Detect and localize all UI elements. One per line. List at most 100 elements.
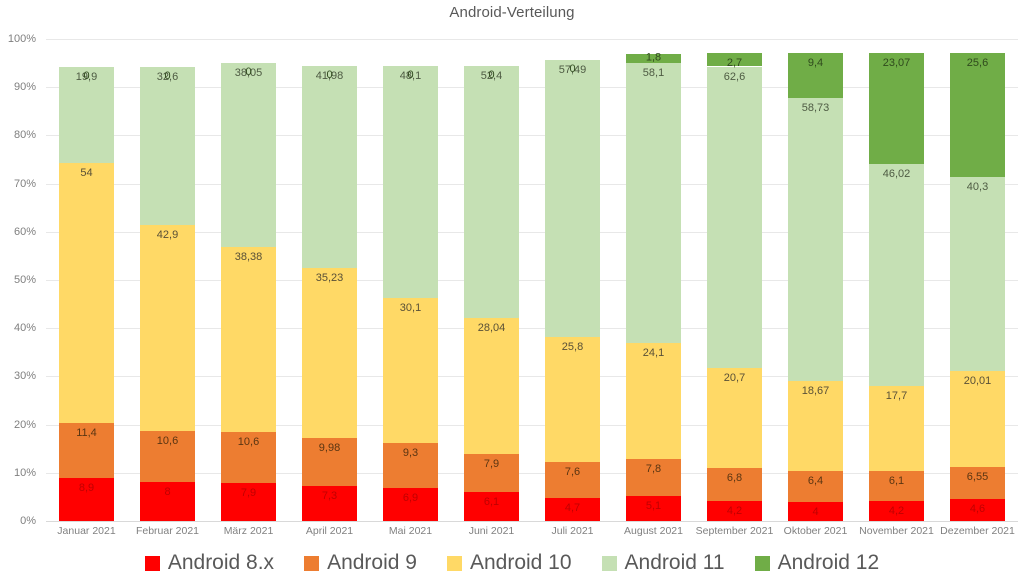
bar-group[interactable]: 5,1 7,8 24,1 58,1 1,8 [626,39,681,521]
bar-segment[interactable]: 10,6 [140,431,195,483]
bar-segment[interactable]: 6,55 [950,467,1005,499]
bar-segment[interactable]: 25,6 [950,53,1005,177]
bar-group[interactable]: 7,9 10,6 38,38 38,05 0 [221,39,276,521]
bar-segment-value-label: 9,4 [807,56,824,69]
bar-segment[interactable]: 30,1 [383,297,438,443]
bar-segment[interactable]: 52,4 [464,65,519,319]
legend-item[interactable]: Android 9 [304,551,417,575]
bar-segment[interactable]: 38,05 [221,63,276,247]
bar-segment[interactable]: 20,7 [707,368,762,468]
bar-segment[interactable]: 58,1 [626,62,681,343]
bar-segment[interactable]: 32,6 [140,67,195,225]
bar-group[interactable]: 4 6,4 18,67 58,73 9,4 [788,39,843,521]
x-axis-tick-label: April 2021 [305,525,354,537]
bar-segment[interactable]: 58,73 [788,97,843,381]
bar-group[interactable]: 7,3 9,98 35,23 41,98 0 [302,39,357,521]
bar-segment[interactable]: 28,04 [464,318,519,454]
bar-segment[interactable]: 11,4 [59,423,114,479]
bar-segment-value-label: 20,7 [723,372,746,385]
bar-segment-value-label: 4,6 [969,502,986,515]
bar-segment[interactable]: 7,9 [464,453,519,492]
bar-segment[interactable]: 7,9 [221,482,276,521]
stacked-bar[interactable]: 8 10,6 42,9 32,6 0 [140,39,195,521]
bar-segment[interactable]: 19,9 [59,66,114,163]
bar-segment[interactable]: 41,98 [302,65,357,268]
bar-segment[interactable]: 23,07 [869,53,924,165]
bar-segment-value-label: 62,6 [723,70,746,83]
bar-segment[interactable]: 54 [59,162,114,424]
stacked-bar[interactable]: 4 6,4 18,67 58,73 9,4 [788,39,843,521]
bar-group[interactable]: 8 10,6 42,9 32,6 0 [140,39,195,521]
bar-segment-value-label: 7,9 [483,457,500,470]
stacked-bar[interactable]: 8,9 11,4 54 19,9 0 [59,39,114,521]
bar-segment[interactable]: 9,3 [383,442,438,488]
y-axis-tick-label: 0% [20,515,36,527]
bar-segment[interactable]: 2,7 [707,53,762,69]
bar-group[interactable]: 4,6 6,55 20,01 40,3 25,6 [950,39,1005,521]
y-axis-tick-label: 100% [7,33,36,45]
y-axis-tick-label: 20% [13,418,36,431]
bar-group[interactable]: 6,9 9,3 30,1 48,1 0 [383,39,438,521]
stacked-bar[interactable]: 4,7 7,6 25,8 57,49 0 [545,39,600,521]
bar-segment[interactable]: 25,8 [545,337,600,462]
legend-item[interactable]: Android 10 [446,551,572,575]
bar-segment[interactable]: 4,7 [545,498,600,521]
bar-segment[interactable]: 17,7 [869,386,924,472]
bar-segment[interactable]: 62,6 [707,66,762,369]
bar-segment[interactable]: 9,4 [788,52,843,98]
bar-segment[interactable]: 38,38 [221,246,276,432]
bar-group[interactable]: 4,2 6,1 17,7 46,02 23,07 [869,39,924,521]
bar-segment[interactable]: 6,8 [707,468,762,501]
bar-segment-value-label: 32,6 [156,71,179,84]
bar-segment[interactable]: 6,1 [869,471,924,501]
bar-segment[interactable]: 9,98 [302,437,357,486]
bar-segment[interactable]: 42,9 [140,224,195,432]
bar-segment[interactable]: 35,23 [302,267,357,438]
x-axis-tick-label: Mai 2021 [388,525,433,537]
bars-layer: 8,9 11,4 54 19,9 0 8 10,6 42,9 32,6 0 7,9 10,6 38,38… [46,39,1018,521]
bar-segment-value-label: 5,1 [645,500,662,513]
bar-segment[interactable]: 4,2 [707,500,762,521]
bar-group[interactable]: 4,7 7,6 25,8 57,49 0 [545,39,600,521]
bar-segment-value-label: 4,2 [726,504,743,517]
legend-item[interactable]: Android 11 [601,551,725,575]
chart-title: Android-Verteilung [449,4,575,21]
y-axis-tick-label: 60% [13,225,36,238]
bar-segment[interactable]: 4,2 [869,500,924,521]
bar-segment[interactable]: 4,6 [950,498,1005,521]
bar-segment[interactable]: 48,1 [383,66,438,298]
bar-segment[interactable]: 5,1 [626,496,681,521]
stacked-bar[interactable]: 4,6 6,55 20,01 40,3 25,6 [950,39,1005,521]
x-axis-tick-label: Januar 2021 [57,525,116,537]
stacked-bar[interactable]: 4,2 6,8 20,7 62,6 2,7 [707,39,762,521]
stacked-bar[interactable]: 4,2 6,1 17,7 46,02 23,07 [869,39,924,521]
bar-segment[interactable]: 46,02 [869,164,924,387]
bar-segment-value-label: 38,05 [234,67,263,80]
bar-segment[interactable]: 24,1 [626,342,681,459]
bar-segment[interactable]: 57,49 [545,60,600,338]
bar-segment[interactable]: 40,3 [950,176,1005,371]
bar-segment[interactable]: 1,8 [626,52,681,63]
legend-item[interactable]: Android 12 [754,551,879,575]
bar-segment[interactable]: 7,8 [626,458,681,497]
bar-segment[interactable]: 8 [140,482,195,521]
bar-segment[interactable]: 18,67 [788,380,843,471]
bar-segment[interactable]: 4 [788,501,843,521]
bar-group[interactable]: 4,2 6,8 20,7 62,6 2,7 [707,39,762,521]
stacked-bar[interactable]: 5,1 7,8 24,1 58,1 1,8 [626,39,681,521]
bar-segment[interactable]: 7,3 [302,485,357,521]
stacked-bar[interactable]: 7,3 9,98 35,23 41,98 0 [302,39,357,521]
bar-segment[interactable]: 6,4 [788,470,843,502]
bar-segment[interactable]: 6,1 [464,491,519,521]
bar-group[interactable]: 8,9 11,4 54 19,9 0 [59,39,114,521]
stacked-bar[interactable]: 7,9 10,6 38,38 38,05 0 [221,39,276,521]
stacked-bar[interactable]: 6,1 7,9 28,04 52,4 0 [464,39,519,521]
bar-group[interactable]: 6,1 7,9 28,04 52,4 0 [464,39,519,521]
bar-segment[interactable]: 20,01 [950,370,1005,468]
bar-segment[interactable]: 8,9 [59,478,114,521]
legend-item[interactable]: Android 8.x [144,551,274,575]
bar-segment[interactable]: 10,6 [221,431,276,483]
stacked-bar[interactable]: 6,9 9,3 30,1 48,1 0 [383,39,438,521]
bar-segment[interactable]: 6,9 [383,487,438,521]
bar-segment[interactable]: 7,6 [545,461,600,499]
